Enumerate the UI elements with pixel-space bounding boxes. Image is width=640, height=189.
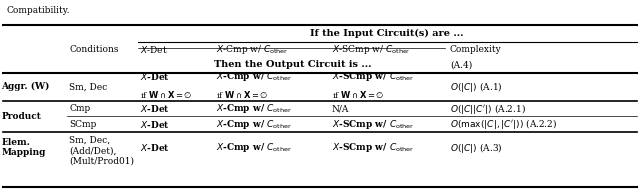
Text: Cmp: Cmp bbox=[69, 104, 90, 113]
Text: $O(|C|)$ (A.1): $O(|C|)$ (A.1) bbox=[450, 80, 502, 94]
Text: $\mathit{X}$-SCmp w/ $C_\mathrm{other}$: $\mathit{X}$-SCmp w/ $C_\mathrm{other}$ bbox=[332, 70, 414, 83]
Text: $\mathit{X}$-Cmp w/ $C_\mathrm{other}$: $\mathit{X}$-Cmp w/ $C_\mathrm{other}$ bbox=[216, 118, 292, 131]
Text: $\mathit{X}$-Cmp w/ $C_\mathrm{other}$: $\mathit{X}$-Cmp w/ $C_\mathrm{other}$ bbox=[216, 141, 292, 154]
Text: if $\mathbf{W} \cap \mathbf{X} = \emptyset$: if $\mathbf{W} \cap \mathbf{X} = \emptys… bbox=[332, 89, 384, 100]
Text: $O(\max(|C|,|C'|))$ (A.2.2): $O(\max(|C|,|C'|))$ (A.2.2) bbox=[450, 117, 557, 131]
Text: Aggr. (W): Aggr. (W) bbox=[1, 82, 50, 91]
Text: (Add/Det),: (Add/Det), bbox=[69, 146, 116, 155]
Text: $\mathit{X}$-Cmp w/ $C_\mathrm{other}$: $\mathit{X}$-Cmp w/ $C_\mathrm{other}$ bbox=[216, 102, 292, 115]
Text: $O(|C||C'|)$ (A.2.1): $O(|C||C'|)$ (A.2.1) bbox=[450, 102, 526, 116]
Text: Complexity: Complexity bbox=[450, 45, 502, 54]
Text: Conditions: Conditions bbox=[69, 45, 118, 54]
Text: If the Input Circuit(s) are ...: If the Input Circuit(s) are ... bbox=[310, 29, 464, 38]
Text: (A.4): (A.4) bbox=[450, 60, 472, 69]
Text: Compatibility.: Compatibility. bbox=[6, 6, 70, 15]
Text: N/A: N/A bbox=[332, 104, 349, 113]
Text: $\mathit{X}$-Cmp w/ $C_\mathrm{other}$: $\mathit{X}$-Cmp w/ $C_\mathrm{other}$ bbox=[216, 70, 292, 83]
Text: $\mathit{X}$-SCmp w/ $C_\mathrm{other}$: $\mathit{X}$-SCmp w/ $C_\mathrm{other}$ bbox=[332, 118, 414, 131]
Text: if $\mathbf{W} \cap \mathbf{X} = \emptyset$: if $\mathbf{W} \cap \mathbf{X} = \emptys… bbox=[216, 89, 269, 100]
Text: Sm, Dec: Sm, Dec bbox=[69, 82, 108, 91]
Text: Elem.
Mapping: Elem. Mapping bbox=[1, 138, 45, 157]
Text: if $\mathbf{W} \cap \mathbf{X} = \emptyset$: if $\mathbf{W} \cap \mathbf{X} = \emptys… bbox=[140, 89, 192, 100]
Text: $\mathit{X}$-Det: $\mathit{X}$-Det bbox=[140, 71, 170, 82]
Text: SCmp: SCmp bbox=[69, 120, 97, 129]
Text: $\mathit{X}$-Det: $\mathit{X}$-Det bbox=[140, 142, 170, 153]
Text: $\mathit{X}$-Det: $\mathit{X}$-Det bbox=[140, 119, 170, 130]
Text: (Mult/Prod01): (Mult/Prod01) bbox=[69, 156, 134, 165]
Text: Sm, Dec,: Sm, Dec, bbox=[69, 136, 110, 145]
Text: $\mathit{X}$-SCmp w/ $C_\mathrm{other}$: $\mathit{X}$-SCmp w/ $C_\mathrm{other}$ bbox=[332, 141, 414, 154]
Text: Product: Product bbox=[1, 112, 41, 121]
Text: $\mathit{X}$-Det: $\mathit{X}$-Det bbox=[140, 103, 170, 114]
Text: $\mathit{X}$-SCmp w/ $C_\mathrm{other}$: $\mathit{X}$-SCmp w/ $C_\mathrm{other}$ bbox=[332, 43, 410, 56]
Text: $\mathit{X}$-Cmp w/ $C_\mathrm{other}$: $\mathit{X}$-Cmp w/ $C_\mathrm{other}$ bbox=[216, 43, 289, 56]
Text: $\mathit{X}$-Det: $\mathit{X}$-Det bbox=[140, 44, 167, 55]
Text: $O(|C|)$ (A.3): $O(|C|)$ (A.3) bbox=[450, 141, 502, 155]
Text: Then the Output Circuit is ...: Then the Output Circuit is ... bbox=[214, 60, 372, 69]
